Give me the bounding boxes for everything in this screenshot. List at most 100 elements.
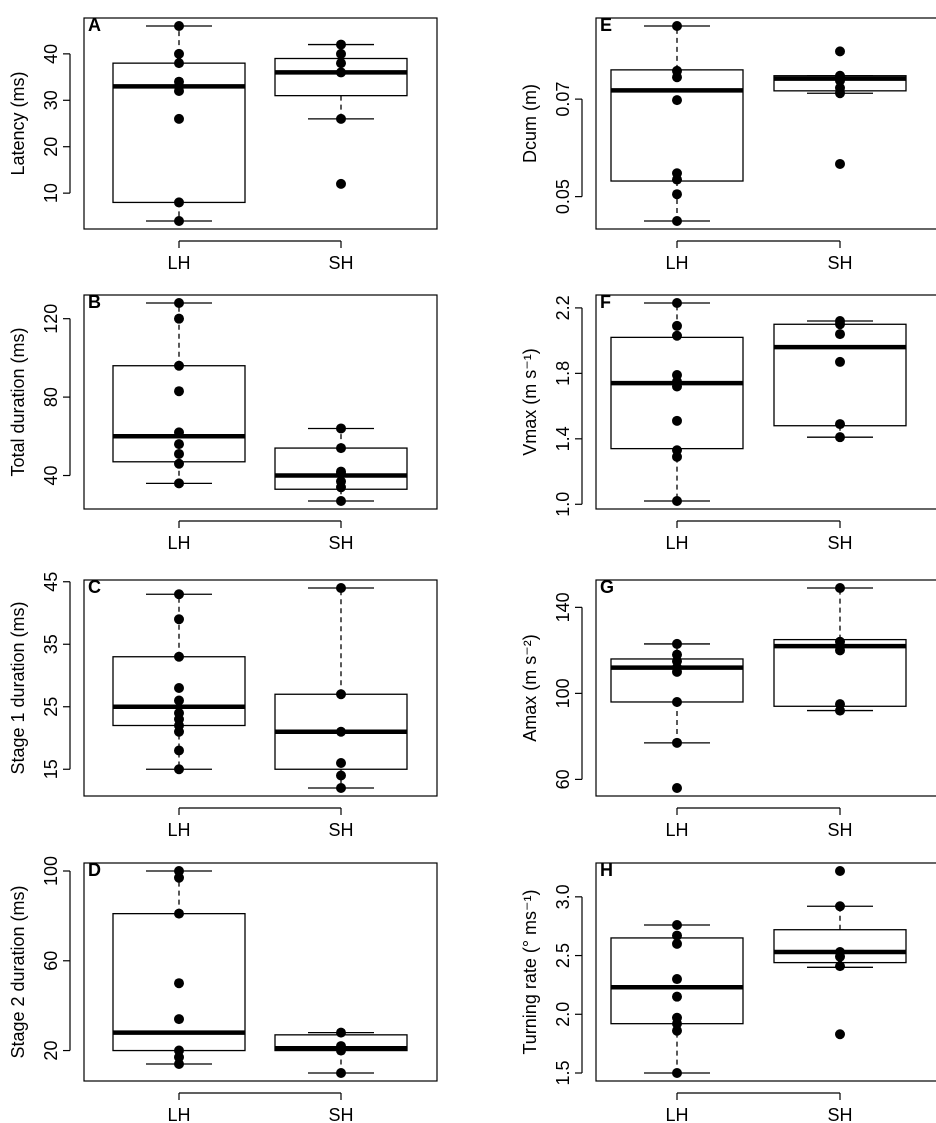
data-point (672, 1012, 682, 1023)
panel-b-box-lh: LH (112, 298, 246, 553)
data-point (672, 298, 682, 308)
data-point (336, 758, 346, 768)
data-point (336, 466, 346, 477)
data-point (835, 961, 845, 972)
panel-f-category-label: LH (665, 533, 688, 553)
panel-b-frame (83, 294, 438, 510)
data-point (835, 866, 845, 876)
data-point (835, 158, 845, 169)
panel-f: F 1.0 1.4 1.8 2.2 Vmax (m s⁻¹) LH SH (520, 292, 936, 553)
panel-g-category-label: SH (827, 820, 852, 840)
panel-g-letter: G (600, 577, 614, 597)
panel-f-y-tick-label: 1.4 (553, 426, 573, 451)
panel-d-box-lh: LH (112, 866, 246, 1123)
panel-h-frame (595, 862, 936, 1082)
panel-d-y-tick-label: 60 (41, 951, 61, 971)
iqr-box (610, 69, 744, 182)
panel-d-frame (83, 862, 438, 1082)
panel-h-category-label: LH (665, 1105, 688, 1123)
data-point (174, 313, 184, 324)
panel-g-y-tick-label: 100 (553, 678, 573, 708)
data-point (835, 419, 845, 430)
panel-f-y-title: Vmax (m s⁻¹) (520, 348, 540, 456)
panel-f-box-sh: SH (773, 316, 907, 553)
data-point (174, 427, 184, 438)
panel-e-y-tick-label: 0.07 (553, 82, 573, 117)
panel-f-category-label: SH (827, 533, 852, 553)
panel-b-y-title: Total duration (ms) (8, 327, 28, 476)
panel-e-box-lh: LH (610, 21, 744, 273)
data-point (672, 21, 682, 31)
data-point (835, 636, 845, 647)
data-point (336, 58, 346, 69)
data-point (174, 48, 184, 59)
panel-d-y-tick-label: 20 (41, 1041, 61, 1061)
panel-a-box-sh: SH (274, 39, 408, 273)
data-point (672, 216, 682, 226)
data-point (174, 589, 184, 600)
data-point (672, 189, 682, 200)
data-point (174, 978, 184, 989)
data-point (174, 448, 184, 459)
data-point (336, 496, 346, 506)
data-point (672, 991, 682, 1002)
panel-e-box-sh: SH (773, 46, 907, 273)
panel-a-y-tick-label: 40 (41, 44, 61, 64)
data-point (174, 683, 184, 693)
iqr-box (610, 336, 744, 450)
panel-c-y-tick-label: 35 (41, 634, 61, 654)
panel-c-y-tick-label: 45 (41, 572, 61, 592)
data-point (672, 783, 682, 793)
data-point (174, 651, 184, 662)
data-point (672, 65, 682, 76)
panel-h-letter: H (600, 860, 613, 880)
data-point (174, 439, 184, 450)
panel-h-y-title: Turning rate (° ms⁻¹) (520, 889, 540, 1054)
panel-c-frame (83, 579, 438, 797)
data-point (336, 1041, 346, 1052)
data-point (336, 423, 346, 434)
panel-c-y-title: Stage 1 duration (ms) (8, 601, 28, 774)
panel-f-y-tick-label: 1.0 (553, 492, 573, 517)
panel-b: B 40 80 120 Total duration (ms) LH SH (8, 292, 438, 553)
panel-d-y-title: Stage 2 duration (ms) (8, 885, 28, 1058)
data-point (672, 168, 682, 179)
panel-f-y-tick-label: 2.2 (553, 295, 573, 320)
data-point (672, 496, 682, 506)
data-point (336, 178, 346, 189)
panel-d-box-sh: SH (274, 1027, 408, 1123)
data-point (672, 1025, 682, 1036)
panel-h-y-tick-label: 1.5 (553, 1060, 573, 1085)
panel-f-y-tick-label: 1.8 (553, 361, 573, 386)
data-point (336, 1068, 346, 1078)
panel-g-frame (595, 579, 936, 797)
data-point (672, 930, 682, 941)
panel-f-frame (595, 294, 936, 510)
panel-g-y-tick-label: 140 (553, 592, 573, 622)
data-point (336, 476, 346, 487)
panel-b-y-tick-label: 80 (41, 387, 61, 407)
data-point (835, 70, 845, 81)
panel-d-category-label: LH (167, 1105, 190, 1123)
panel-a: A 10 20 30 40 Latency (ms) LH SH (8, 15, 438, 273)
data-point (174, 1014, 184, 1025)
data-point (174, 614, 184, 625)
panel-d: D 20 60 100 Stage 2 duration (ms) LH SH (8, 856, 438, 1123)
data-point (336, 689, 346, 700)
panel-a-letter: A (88, 15, 101, 35)
panel-c-y-tick-label: 25 (41, 697, 61, 717)
data-point (672, 649, 682, 660)
panel-c-box-lh: LH (112, 589, 246, 840)
data-point (174, 216, 184, 226)
panel-f-letter: F (600, 292, 611, 312)
panel-e-letter: E (600, 15, 612, 35)
data-point (835, 901, 845, 912)
panel-e-category-label: LH (665, 253, 688, 273)
data-point (336, 48, 346, 59)
data-point (336, 726, 346, 737)
panel-b-y-tick-label: 120 (41, 304, 61, 334)
panel-d-letter: D (88, 860, 101, 880)
panel-g-y-tick-label: 60 (553, 769, 573, 789)
data-point (672, 330, 682, 341)
